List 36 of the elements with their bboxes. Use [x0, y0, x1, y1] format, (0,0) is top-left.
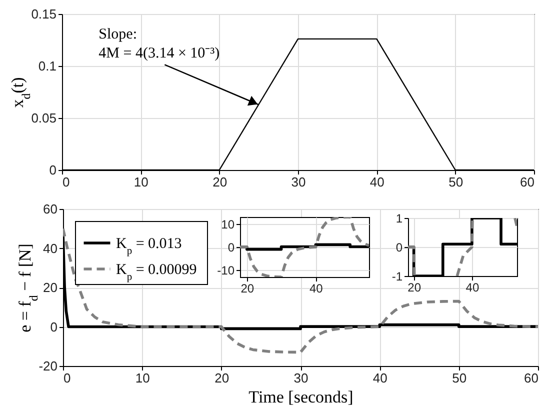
y-tick-label: 0 [228, 240, 235, 254]
legend-label: K$_{p}$ = 0.013 [116, 236, 182, 256]
y-tick-label: 60 [43, 202, 58, 216]
x-tick-label: 60 [524, 370, 538, 386]
y-tick-label: 0 [50, 319, 58, 334]
x-tick-label: 40 [372, 370, 388, 386]
x-tick-label: 0 [64, 370, 71, 386]
line-series [63, 227, 538, 354]
y-tick-label: 0 [49, 162, 56, 178]
x-tick-label: 50 [452, 370, 467, 386]
x-tick-label: 20 [240, 282, 254, 296]
y-tick-label: 0.1 [38, 58, 56, 74]
x-axis-title: Time [seconds] [248, 388, 354, 406]
x-tick-label: 30 [291, 174, 306, 190]
x-tick-label: 50 [448, 174, 464, 190]
x-tick-label: 30 [294, 370, 308, 386]
x-tick-label: 20 [408, 280, 422, 294]
x-tick-label: 60 [520, 174, 534, 190]
y-tick-label: -20 [38, 358, 58, 374]
y-tick-label: 1 [396, 212, 403, 226]
y-tick-label: 10 [221, 217, 235, 232]
x-tick-label: 40 [466, 280, 480, 294]
y-tick-label: 0.15 [31, 6, 56, 22]
line-series [240, 217, 369, 277]
x-tick-label: 10 [134, 174, 148, 190]
y-tick-label: -10 [217, 264, 235, 278]
y-tick-label: 0.05 [31, 110, 56, 126]
annotation: Slope: 4M = 4(3.14 × 10⁻³) [98, 26, 220, 62]
x-tick-label: 40 [310, 282, 324, 296]
y-tick-label: -1 [392, 270, 403, 284]
y-tick-label: 40 [43, 240, 58, 256]
x-tick-label: 10 [135, 370, 150, 386]
legend-label: K$_{p}$ = 0.00099 [116, 262, 197, 282]
y-tick-label: 0 [396, 240, 403, 254]
x-tick-label: 40 [370, 174, 384, 190]
x-tick-label: 0 [62, 174, 70, 190]
